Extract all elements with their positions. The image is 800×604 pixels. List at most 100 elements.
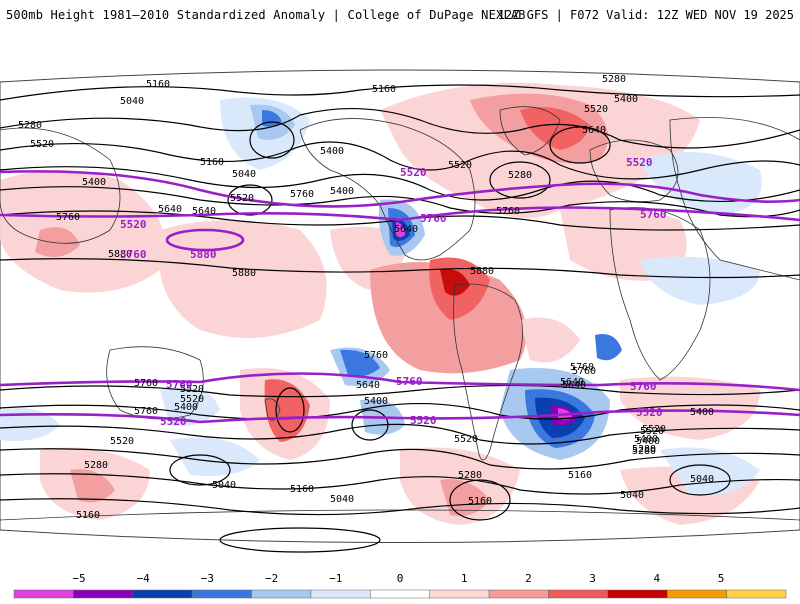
contour-label: 5760 — [134, 406, 158, 417]
contour-label: 5880 — [470, 266, 494, 277]
contour-label: 5040 — [232, 169, 256, 180]
height-contours — [0, 84, 800, 553]
legend-swatch — [73, 589, 134, 599]
contour-label: 5040 — [620, 490, 644, 501]
contour-label: 5400 — [174, 402, 198, 413]
greenland — [499, 106, 561, 156]
legend-tick-label: −3 — [201, 572, 214, 585]
contour-label: 5400 — [320, 146, 344, 157]
anomaly-map: 5160 5040 5280 5520 5400 5160 5040 5520 … — [0, 69, 800, 553]
contour-label: 5880 — [108, 249, 132, 260]
contour-label: 5760 — [364, 350, 388, 361]
contour-label: 5640 — [192, 206, 216, 217]
chart-title: 500mb Height 1981–2010 Standardized Anom… — [6, 8, 526, 22]
contour-label: 5640 — [158, 204, 182, 215]
highlight-label: 5760 — [420, 212, 447, 225]
legend-bar: −5 −4 −3 −2 −1 0 1 2 3 4 5 — [13, 572, 787, 599]
contour-label: 5760 — [496, 206, 520, 217]
highlight-label: 5760 — [120, 248, 147, 261]
highlight-label: 5520 — [626, 156, 653, 169]
highlight-labels: 5520 5520 5520 5520 5520 5520 5760 5760 … — [120, 156, 667, 428]
contour-label: 5760 — [572, 366, 596, 377]
contour-label: 5520 — [180, 394, 204, 405]
legend-tick-label: 1 — [461, 572, 468, 585]
contour-label: 5040 — [690, 474, 714, 485]
contour-label: 5760 — [290, 189, 314, 200]
contour-label: 5640 — [560, 377, 584, 388]
contour-label: 5400 — [364, 396, 388, 407]
contour-label: 5520 — [584, 104, 608, 115]
legend-tick-label: −1 — [329, 572, 342, 585]
contour-label: 5880 — [232, 268, 256, 279]
contour-label: 5040 — [120, 96, 144, 107]
highlight-label: 5520 — [636, 406, 663, 419]
legend-swatch — [666, 589, 727, 599]
legend-tick-label: 2 — [525, 572, 532, 585]
legend-swatch — [370, 589, 430, 599]
highlight-label: 5760 — [630, 380, 657, 393]
contour-label: 5400 — [614, 94, 638, 105]
south-america — [453, 283, 523, 461]
asia-west — [0, 127, 121, 244]
legend-tick-label: 4 — [653, 572, 660, 585]
color-legend: −5 −4 −3 −2 −1 0 1 2 3 4 5 — [0, 566, 800, 600]
highlight-label: 5760 — [166, 378, 193, 391]
contour-label: 5520 — [110, 436, 134, 447]
contour-label: 5640 — [356, 380, 380, 391]
legend-tick-label: −5 — [72, 572, 85, 585]
legend-swatch — [132, 589, 193, 599]
contour-label: 5400 — [634, 434, 658, 445]
contour-label: 5040 — [330, 494, 354, 505]
legend-tick-label: −2 — [265, 572, 278, 585]
map-panel: 5160 5040 5280 5520 5400 5160 5040 5520 … — [0, 30, 800, 558]
asia — [669, 117, 800, 281]
contour-label: 5520 — [640, 426, 664, 437]
highlight-label: 5880 — [190, 248, 217, 261]
contour-label: 5280 — [18, 120, 42, 131]
legend-swatch — [429, 589, 490, 599]
legend-swatch — [191, 589, 252, 599]
legend-tick-label: 0 — [397, 572, 404, 585]
contour-label: 5520 — [230, 193, 254, 204]
contour-label: 5160 — [290, 484, 314, 495]
contour-label: 5040 — [212, 480, 236, 491]
contour-label: 5400 — [82, 177, 106, 188]
legend-swatch — [13, 589, 74, 599]
new-zealand — [264, 398, 281, 421]
highlight-label: 5760 — [640, 208, 667, 221]
highlight-label: 5760 — [396, 375, 423, 388]
contour-label: 5280 — [602, 74, 626, 85]
legend-tick-label: 5 — [718, 572, 725, 585]
contour-label: 5280 — [458, 470, 482, 481]
contour-label: 5520 — [30, 139, 54, 150]
highlight-label: 5520 — [410, 414, 437, 427]
contour-label: 5400 — [330, 186, 354, 197]
contour-label: 5280 — [632, 446, 656, 457]
contour-label: 5400 — [636, 436, 660, 447]
contour-label: 5160 — [146, 79, 170, 90]
legend-swatch — [251, 589, 312, 599]
europe — [589, 139, 679, 203]
contour-label: 5160 — [76, 510, 100, 521]
legend-tick-label: 3 — [589, 572, 596, 585]
contour-label: 5640 — [394, 224, 418, 235]
north-america — [299, 118, 476, 261]
highlight-label: 5520 — [120, 218, 147, 231]
contour-label: 5160 — [468, 496, 492, 507]
australia — [106, 346, 204, 420]
legend-swatch — [607, 589, 668, 599]
africa — [609, 207, 711, 381]
legend-swatch — [726, 589, 787, 599]
contour-label: 5760 — [134, 378, 158, 389]
contour-label: 5520 — [448, 160, 472, 171]
contour-label: 5520 — [180, 384, 204, 395]
legend-swatch — [310, 589, 371, 599]
contour-label: 5640 — [562, 380, 586, 391]
contour-label: 5760 — [56, 212, 80, 223]
contour-label: 5280 — [84, 460, 108, 471]
highlight-contours — [0, 170, 800, 424]
contour-label: 5160 — [372, 84, 396, 95]
highlight-label: 5520 — [400, 166, 427, 179]
negative-anomaly-shading — [0, 97, 762, 496]
contour-label: 5280 — [508, 170, 532, 181]
